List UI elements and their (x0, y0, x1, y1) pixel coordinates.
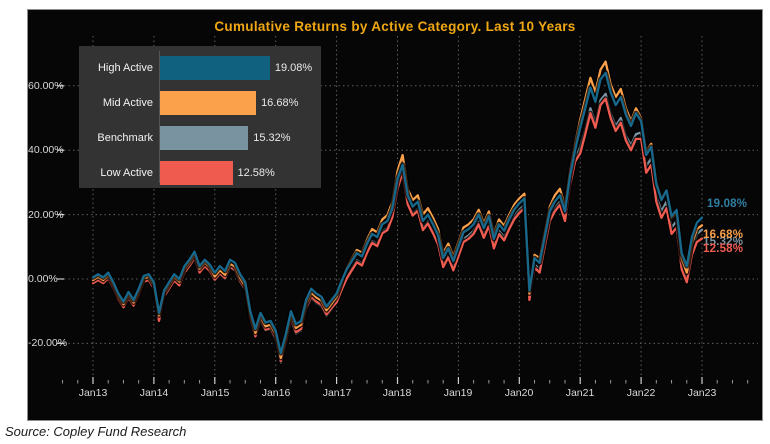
x-axis-tick-label: Jan15 (200, 387, 230, 399)
y-axis-tick-label: -20.00% (28, 337, 68, 349)
x-axis-tick-label: Jan14 (139, 387, 169, 399)
x-axis-tick-label: Jan20 (504, 387, 534, 399)
end-value-label-high: 19.08% (707, 198, 748, 210)
x-axis-tick-label: Jan18 (382, 387, 412, 399)
legend-row: Mid Active 16.68% (79, 91, 321, 115)
chart-panel: Cumulative Returns by Active Category. L… (27, 9, 763, 421)
end-value-label-benchmark: 15.32% (703, 236, 744, 248)
legend-label: Benchmark (97, 132, 153, 144)
legend-label: High Active (97, 62, 153, 74)
line-chart (57, 36, 758, 384)
y-axis-tick-label: 60.00% (28, 80, 64, 92)
x-axis-tick-label: Jan23 (687, 387, 717, 399)
legend-axis-line (159, 51, 160, 183)
legend-value: 12.58% (237, 167, 275, 179)
legend-value: 15.32% (253, 132, 291, 144)
x-axis-tick-label: Jan21 (565, 387, 595, 399)
legend-bar (160, 126, 249, 150)
legend-value: 19.08% (274, 62, 313, 74)
legend-bar (160, 161, 233, 185)
end-value-label-mid: 16.68% (703, 229, 744, 241)
legend-bar (160, 91, 257, 115)
y-axis-tick-label: 20.00% (28, 209, 64, 221)
series-line-high-active (91, 71, 704, 355)
x-axis-tick-label: Jan19 (443, 387, 473, 399)
legend-row: Low Active 12.58% (79, 161, 321, 185)
chart-title: Cumulative Returns by Active Category. L… (214, 19, 576, 34)
legend-row: High Active 19.08% (79, 56, 321, 80)
x-axis-tick-label: Jan17 (322, 387, 352, 399)
legend-label: Low Active (100, 167, 153, 179)
legend-value: 16.68% (261, 97, 299, 109)
x-axis-tick-label: Jan22 (626, 387, 656, 399)
legend-row: Benchmark 15.32% (79, 126, 321, 150)
end-value-label-low: 12.58% (703, 243, 744, 255)
legend-label: Mid Active (102, 97, 153, 109)
legend-box: High Active 19.08% Mid Active 16.68% Ben… (79, 46, 321, 188)
y-axis-tick-label: 40.00% (28, 144, 64, 156)
legend-bar (160, 56, 270, 80)
x-axis-tick-label: Jan16 (261, 387, 291, 399)
y-axis-tick-label: 0.00% (28, 273, 58, 285)
x-axis-tick-label: Jan13 (78, 387, 108, 399)
source-caption: Source: Copley Fund Research (5, 424, 187, 439)
